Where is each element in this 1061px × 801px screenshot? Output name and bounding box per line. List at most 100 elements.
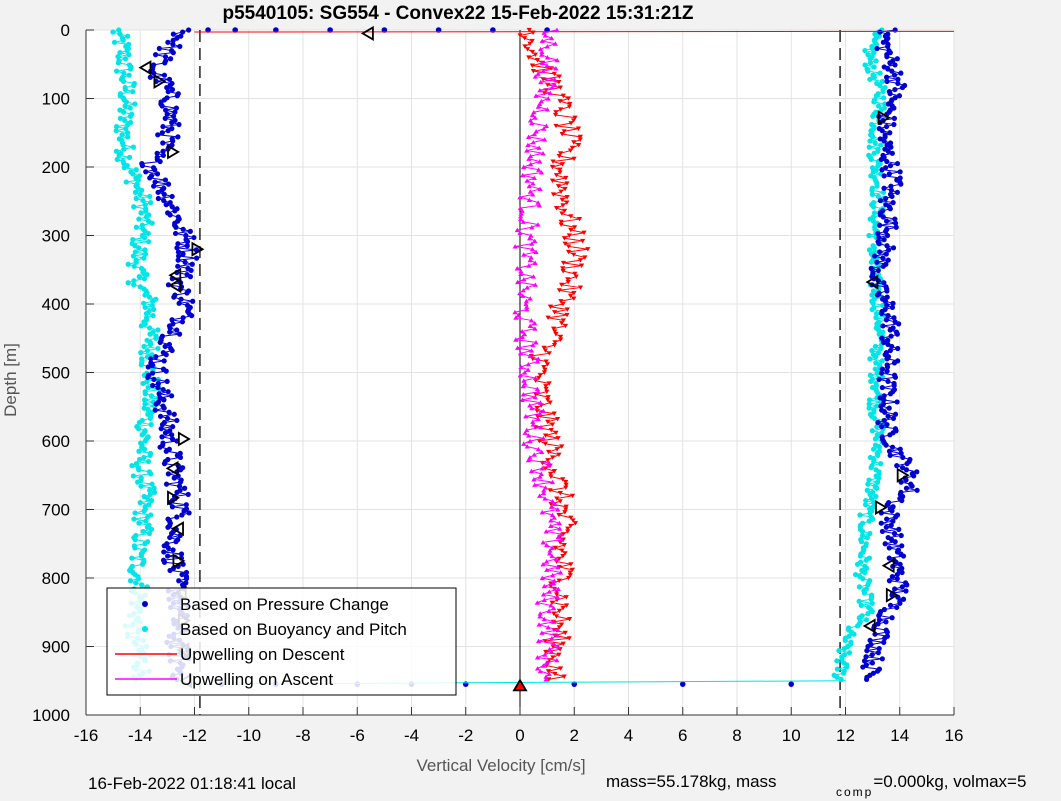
upwelling-descent-point xyxy=(557,167,563,173)
upwelling-descent-point xyxy=(560,266,566,271)
buoyancy-right-point xyxy=(872,343,878,350)
pressure-right-point xyxy=(903,485,910,491)
pressure-left-point xyxy=(157,158,163,165)
pressure-left-point xyxy=(184,243,190,249)
buoyancy-left-point xyxy=(136,467,142,473)
upwelling-ascent-point xyxy=(539,449,545,455)
upwelling-ascent-point xyxy=(513,337,519,342)
pressure-right-point xyxy=(903,477,909,483)
pressure-right-point xyxy=(889,68,895,74)
upwelling-descent-point xyxy=(551,411,557,416)
upwelling-ascent-point xyxy=(537,87,543,93)
pressure-left-point xyxy=(159,103,165,109)
pressure-right-point xyxy=(896,321,902,327)
buoyancy-left-point xyxy=(130,237,136,243)
pressure-left-point xyxy=(163,107,169,113)
pressure-right-point xyxy=(894,56,900,62)
upwelling-descent-point xyxy=(559,548,565,553)
pressure-right-point xyxy=(878,520,884,526)
upwelling-descent-point xyxy=(564,195,570,200)
x-tick-label: 14 xyxy=(890,726,909,745)
buoyancy-left-point xyxy=(120,142,126,148)
buoyancy-right-point xyxy=(869,306,875,313)
buoyancy-left-point xyxy=(131,282,137,288)
upwelling-ascent-point xyxy=(539,509,545,515)
pressure-right-point xyxy=(896,93,903,99)
buoyancy-left-point xyxy=(132,510,138,516)
pressure-left-point xyxy=(174,245,180,251)
pressure-left-point xyxy=(163,448,169,454)
upwelling-ascent-point xyxy=(517,350,524,356)
upwelling-ascent-point xyxy=(558,570,564,575)
pressure-left-point xyxy=(161,405,167,411)
buoyancy-right-point xyxy=(871,74,877,80)
upwelling-ascent-point xyxy=(547,90,553,96)
open-triangle-marker xyxy=(172,553,186,569)
upwelling-descent-point xyxy=(526,27,532,33)
upwelling-descent-point xyxy=(567,573,573,578)
buoyancy-left-point xyxy=(125,130,131,136)
upwelling-descent-point xyxy=(570,518,576,523)
upwelling-ascent-point xyxy=(527,353,533,359)
pressure-right-point xyxy=(878,403,884,409)
buoyancy-right-point xyxy=(834,666,840,672)
upwelling-ascent-point xyxy=(532,482,538,487)
upwelling-descent-point xyxy=(556,452,562,458)
buoyancy-left-point xyxy=(127,105,133,111)
pressure-left-point xyxy=(180,315,186,321)
buoyancy-right-point xyxy=(854,561,861,567)
buoyancy-left-point xyxy=(124,47,130,54)
upwelling-ascent-point xyxy=(521,331,528,337)
upwelling-descent-point xyxy=(576,216,583,222)
buoyancy-left-point xyxy=(138,362,144,368)
pressure-right-point xyxy=(892,86,898,93)
pressure-left-point xyxy=(169,432,175,438)
pressure-left-point xyxy=(170,41,176,47)
upwelling-descent-point xyxy=(545,669,552,674)
upwelling-ascent-point xyxy=(536,622,542,627)
buoyancy-right-point xyxy=(874,424,880,430)
upwelling-descent-point xyxy=(579,263,585,268)
upwelling-ascent-point xyxy=(537,611,543,616)
upwelling-descent-point xyxy=(548,471,554,477)
buoyancy-right-point xyxy=(846,650,853,656)
upwelling-ascent-point xyxy=(521,277,527,282)
pressure-left-point xyxy=(194,255,200,261)
pressure-right-point xyxy=(891,530,898,537)
buoyancy-right-point xyxy=(872,436,879,442)
pressure-right-point xyxy=(884,78,890,84)
pressure-left-point xyxy=(170,138,176,144)
pressure-left-point xyxy=(143,169,149,175)
pressure-right-point xyxy=(876,249,883,255)
pressure-left-point xyxy=(182,259,188,265)
upwelling-ascent-point xyxy=(551,641,557,646)
pressure-right-point xyxy=(887,391,894,397)
pressure-right-point xyxy=(886,555,892,561)
upwelling-ascent-point xyxy=(542,652,548,657)
pressure-left-point xyxy=(162,60,168,66)
upwelling-ascent-point xyxy=(558,531,564,537)
upwelling-descent-point xyxy=(556,153,562,159)
pressure-left-point xyxy=(167,329,173,335)
pressure-right-point xyxy=(895,345,901,352)
pressure-left-point xyxy=(154,150,160,156)
buoyancy-right-point xyxy=(868,465,874,471)
upwelling-descent-point xyxy=(542,348,549,353)
pressure-right-point xyxy=(884,356,890,362)
buoyancy-right-point xyxy=(868,259,875,265)
buoyancy-right-point xyxy=(867,56,873,62)
pressure-right-point xyxy=(903,467,910,473)
buoyancy-left-point xyxy=(131,204,137,210)
x-tick-label: 6 xyxy=(678,726,687,745)
upwelling-ascent-point xyxy=(518,268,524,274)
buoyancy-right-point xyxy=(869,191,875,197)
upwelling-descent-point xyxy=(565,244,572,249)
upwelling-ascent-point xyxy=(517,290,523,296)
buoyancy-left-point xyxy=(144,271,150,278)
pressure-left-point xyxy=(171,475,177,481)
upwelling-ascent-point xyxy=(541,616,547,622)
upwelling-ascent-point xyxy=(519,397,525,402)
buoyancy-right-point xyxy=(862,47,868,54)
pressure-right-point xyxy=(888,333,894,339)
pressure-right-point xyxy=(883,195,889,202)
